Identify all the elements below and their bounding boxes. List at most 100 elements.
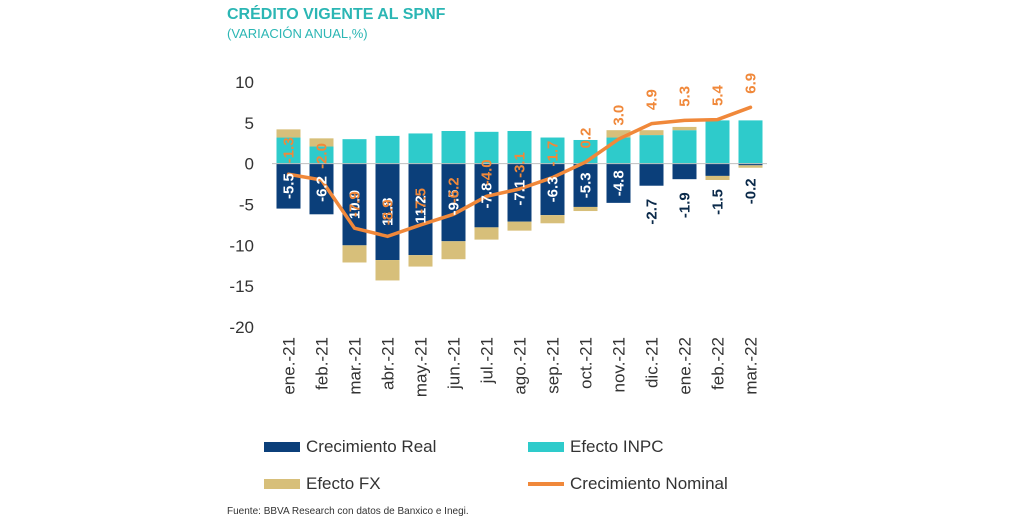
nominal-value-label: -7.9 (347, 191, 364, 217)
bar-inpc (606, 137, 631, 164)
bar-fx (375, 260, 400, 281)
bar-inpc (738, 120, 763, 164)
nominal-value-label: 3.0 (611, 105, 628, 126)
real-value-label: -5.5 (281, 173, 298, 199)
x-tick-label: feb.-22 (709, 337, 728, 390)
real-value-label: -9.5 (446, 190, 463, 216)
bar-fx (441, 241, 466, 260)
x-tick-label: ago.-21 (511, 337, 530, 395)
y-tick-label: -20 (229, 318, 254, 337)
real-value-label: -7.1 (512, 180, 529, 206)
y-axis: 10 5 0 -5 -10 -15 -20 (229, 73, 254, 337)
nominal-series-line (286, 105, 753, 239)
data-labels: -5.5 -6.2 10.0 11.8 11.2 -9.5 -7.8 -7.1 -6.3 -5.3… (281, 73, 760, 226)
bar-real (375, 163, 400, 261)
real-value-label: -5.3 (578, 172, 595, 198)
bar-inpc (375, 135, 400, 164)
bar-inpc (672, 130, 697, 164)
y-tick-label: 10 (235, 73, 254, 92)
bar-real (408, 163, 433, 256)
x-tick-label: nov.-21 (610, 337, 629, 392)
bar-fx (606, 130, 631, 138)
real-value-label: -1.9 (677, 192, 694, 218)
chart-title: CRÉDITO VIGENTE AL SPNF (227, 6, 446, 23)
bar-real (573, 163, 598, 207)
bar-inpc (276, 137, 301, 164)
nominal-value-label: 6.9 (743, 73, 760, 94)
legend-item-inpc: Efecto INPC (528, 437, 664, 457)
bar-inpc (441, 131, 466, 164)
bar-inpc (408, 133, 433, 164)
x-tick-label: sep.-21 (544, 337, 563, 394)
bar-real (441, 163, 466, 242)
bar-inpc (639, 135, 664, 164)
real-value-label: -0.2 (743, 178, 760, 204)
bar-fx (276, 129, 301, 138)
x-tick-label: ene.-22 (676, 337, 695, 395)
bar-real (738, 163, 763, 166)
source-note: Fuente: BBVA Research con datos de Banxi… (227, 506, 469, 517)
x-tick-label: jul.-21 (478, 337, 497, 384)
nominal-value-label: 4.9 (644, 89, 661, 110)
legend-item-fx: Efecto FX (264, 474, 381, 494)
real-value-label: 10.0 (347, 190, 364, 219)
legend-label: Efecto FX (306, 474, 381, 493)
bar-fx (573, 206, 598, 212)
nominal-value-label: -7.5 (413, 188, 430, 214)
legend-swatch (528, 442, 564, 452)
bar-fx (738, 165, 763, 168)
nominal-value-label: 5.4 (710, 84, 727, 106)
bar-inpc (705, 120, 730, 164)
legend-swatch (264, 442, 300, 452)
bar-inpc (474, 131, 499, 164)
bar-fx (474, 227, 499, 240)
nominal-value-label: 0.2 (578, 128, 595, 149)
bar-fx (507, 221, 532, 231)
bar-fx (540, 215, 565, 224)
legend-item-real: Crecimiento Real (264, 437, 436, 457)
legend-label: Efecto INPC (570, 437, 664, 456)
bar-real (705, 163, 730, 176)
bar-real (507, 163, 532, 222)
bar-real (639, 163, 664, 186)
real-value-label: -6.2 (314, 176, 331, 202)
real-value-label: 11.2 (413, 195, 430, 223)
real-value-label: 11.8 (380, 198, 397, 226)
bar-inpc (309, 146, 334, 164)
legend-swatch (528, 482, 564, 486)
nominal-value-label: -2.0 (314, 143, 331, 169)
nominal-value-label: -8.9 (380, 199, 397, 225)
y-tick-label: -5 (239, 196, 254, 215)
real-value-label: -4.8 (611, 170, 628, 196)
x-tick-label: mar.-22 (742, 337, 761, 395)
x-tick-label: jun.-21 (445, 337, 464, 390)
real-value-label: -2.7 (644, 199, 661, 225)
legend-label: Crecimiento Nominal (570, 474, 728, 493)
x-tick-label: may.-21 (412, 337, 431, 397)
bar-fx (342, 245, 367, 263)
bar-fx (639, 130, 664, 136)
x-tick-label: oct.-21 (577, 337, 596, 389)
x-tick-label: dic.-21 (643, 337, 662, 388)
bar-inpc (507, 131, 532, 164)
nominal-value-label: -4.0 (479, 159, 496, 185)
y-tick-label: 0 (245, 155, 254, 174)
x-axis: ene.-21 feb.-21 mar.-21 abr.-21 may.-21 jun.-… (280, 337, 761, 397)
real-value-label: -6.3 (545, 176, 562, 202)
nominal-value-label: 5.3 (677, 86, 694, 107)
bar-real (276, 163, 301, 209)
bar-inpc (342, 139, 367, 164)
bar-inpc (540, 137, 565, 164)
legend-label: Crecimiento Real (306, 437, 437, 456)
bar-fx (408, 255, 433, 267)
bar-fx (309, 138, 334, 147)
chart-subtitle: (VARIACIÓN ANUAL,%) (227, 26, 368, 41)
x-tick-label: feb.-21 (313, 337, 332, 390)
legend-swatch (264, 479, 300, 489)
y-tick-label: -10 (229, 236, 254, 255)
nominal-value-label: -1.3 (281, 137, 298, 163)
nominal-value-label: -6.2 (446, 177, 463, 203)
bar-fx (672, 126, 697, 131)
x-tick-label: abr.-21 (379, 337, 398, 390)
real-value-label: -1.5 (710, 189, 727, 215)
